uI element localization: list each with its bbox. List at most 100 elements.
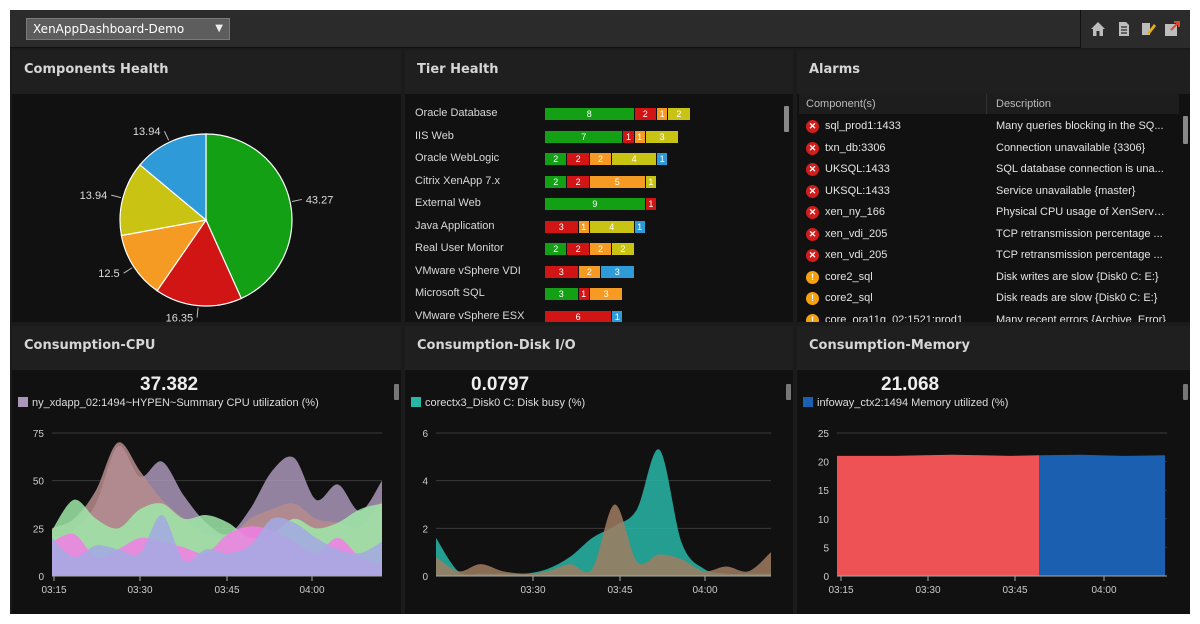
- alarm-row[interactable]: ✕ xen_vdi_205 TCP retransmission percentag…: [799, 225, 1177, 246]
- tier-label: Java Application: [415, 219, 495, 232]
- tier-bar-segment[interactable]: 1: [657, 153, 668, 165]
- pie-slice[interactable]: [119, 164, 208, 237]
- tier-bar-segment[interactable]: 2: [612, 243, 634, 255]
- alarm-component: xen_vdi_205: [825, 227, 888, 240]
- critical-icon: ✕: [806, 141, 819, 155]
- edit-icon[interactable]: [1139, 20, 1157, 38]
- area-series[interactable]: [436, 504, 771, 576]
- x-tick-label: 03:45: [1002, 585, 1027, 596]
- area-series[interactable]: [52, 514, 382, 576]
- tier-bar-segment[interactable]: 5: [589, 175, 645, 188]
- tier-bar-segment[interactable]: 3: [589, 288, 623, 300]
- tier-bar-segment[interactable]: 1: [612, 310, 623, 322]
- tier-bar-segment[interactable]: 3: [645, 130, 679, 143]
- scrollbar[interactable]: [1183, 116, 1188, 144]
- alarm-row[interactable]: ✕ xen_ny_166 Physical CPU usage of XenServ…: [799, 203, 1177, 224]
- pie-slice[interactable]: [139, 133, 207, 222]
- column-header-description[interactable]: Description: [996, 98, 1052, 110]
- tier-bar-segment[interactable]: 2: [668, 108, 690, 120]
- warning-icon: !: [806, 313, 819, 322]
- tier-bar-segment[interactable]: 4: [589, 220, 634, 233]
- y-tick-label: 0: [823, 572, 829, 583]
- chart-legend[interactable]: corectx3_Disk0 C: Disk busy (%): [411, 397, 585, 409]
- tier-bar-segment[interactable]: 2: [589, 243, 612, 255]
- tier-bar-segment[interactable]: 2: [545, 175, 567, 188]
- tier-bar-segment[interactable]: 1: [645, 175, 656, 188]
- current-value: 37.382: [140, 374, 199, 395]
- tier-bar-segment[interactable]: 2: [545, 153, 567, 165]
- alarm-row[interactable]: ✕ txn_db:3306 Connection unavailable {3306…: [799, 139, 1177, 160]
- alarm-component: UKSQL:1433: [825, 184, 890, 197]
- tier-bar-segment[interactable]: 2: [545, 243, 567, 255]
- home-icon[interactable]: [1089, 20, 1107, 38]
- alarm-row[interactable]: ! core2_sql Disk writes are slow {Disk0 C:…: [799, 268, 1177, 289]
- tier-bar-segment[interactable]: 3: [601, 265, 634, 278]
- tier-bar-segment[interactable]: 9: [545, 198, 645, 210]
- pie-leader-line: [163, 131, 170, 141]
- tier-bar-segment[interactable]: 2: [589, 153, 612, 165]
- pie-slice[interactable]: [205, 133, 293, 300]
- scrollbar[interactable]: [1183, 384, 1188, 400]
- y-tick-label: 0: [38, 572, 44, 583]
- alarm-component: core2_sql: [825, 292, 873, 304]
- cpu-panel: Consumption-CPU 37.382 ny_xdapp_02:1494~…: [12, 326, 401, 614]
- dashboard-select[interactable]: XenAppDashboard-Demo ▼: [26, 18, 230, 40]
- alarm-description: Many queries blocking in the SQ...: [996, 120, 1164, 132]
- alarm-component: txn_db:3306: [825, 141, 886, 154]
- tier-bar-segment[interactable]: 7: [545, 130, 623, 143]
- pie-leader-line: [291, 198, 302, 203]
- document-icon[interactable]: [1115, 20, 1133, 38]
- alarm-row[interactable]: ! core_ora11g_02:1521:prod1 Many recent er…: [799, 311, 1177, 322]
- panel-title: Consumption-Disk I/O: [405, 326, 793, 370]
- tier-bar-segment[interactable]: 2: [567, 175, 589, 188]
- export-icon[interactable]: [1163, 20, 1181, 38]
- tier-bar-segment[interactable]: 1: [645, 198, 656, 210]
- y-tick-label: 20: [818, 458, 830, 469]
- alarm-row[interactable]: ✕ UKSQL:1433 SQL database connection is un…: [799, 160, 1177, 181]
- tier-bar-segment[interactable]: 3: [545, 220, 578, 233]
- area-series[interactable]: [1039, 454, 1165, 576]
- pie-chart: 43.27 16.35 12.5 13.94 13.94: [80, 126, 334, 322]
- tier-bar-segment[interactable]: 2: [567, 243, 589, 255]
- pie-slice[interactable]: [120, 219, 208, 292]
- alarm-row[interactable]: ✕ xen_vdi_205 TCP retransmission percentag…: [799, 246, 1177, 267]
- alarm-row[interactable]: ✕ sql_prod1:1433 Many queries blocking in …: [799, 117, 1177, 138]
- tier-bar-segment[interactable]: 6: [545, 310, 612, 322]
- tier-label: Real User Monitor: [415, 242, 504, 254]
- y-tick-label: 2: [422, 524, 428, 535]
- legend-swatch: [18, 397, 28, 407]
- tier-bar-segment[interactable]: 1: [657, 108, 668, 120]
- pie-slice-label: 13.94: [80, 190, 108, 202]
- alarm-component: sql_prod1:1433: [825, 120, 901, 132]
- column-header-components[interactable]: Component(s): [806, 98, 876, 110]
- chart-legend[interactable]: ny_xdapp_02:1494~HYPEN~Summary CPU utili…: [18, 397, 319, 409]
- warning-icon: !: [806, 292, 819, 305]
- tier-bar-segment[interactable]: 1: [578, 288, 589, 300]
- tier-bar-segment[interactable]: 1: [623, 130, 634, 143]
- tier-bar-segment[interactable]: 1: [634, 220, 645, 233]
- tier-bar-segment[interactable]: 8: [545, 108, 634, 120]
- y-tick-label: 5: [823, 543, 829, 554]
- scrollbar[interactable]: [784, 106, 789, 132]
- tier-bar-segment[interactable]: 1: [634, 130, 645, 143]
- tier-bar-segment[interactable]: 2: [567, 153, 589, 165]
- area-series[interactable]: [837, 454, 1039, 576]
- alarm-row[interactable]: ✕ UKSQL:1433 Service unavailable {master}: [799, 182, 1177, 203]
- disk-area-chart: 0 2 4 6 03:30 03:45 04:00: [422, 429, 771, 596]
- critical-icon: ✕: [806, 120, 819, 133]
- tier-bar-segment[interactable]: 4: [612, 153, 656, 165]
- panel-title: Components Health: [12, 50, 401, 94]
- tier-bar-segment[interactable]: 2: [634, 108, 656, 120]
- alarm-description: Service unavailable {master}: [996, 184, 1136, 197]
- tier-label: VMware vSphere VDI: [415, 264, 521, 277]
- tier-bar-segment[interactable]: 3: [545, 288, 578, 300]
- scrollbar[interactable]: [394, 384, 399, 400]
- alarm-row[interactable]: ! core2_sql Disk reads are slow {Disk0 C: …: [799, 289, 1177, 310]
- chart-legend[interactable]: infoway_ctx2:1494 Memory utilized (%): [803, 397, 1008, 409]
- pie-slice[interactable]: [156, 218, 243, 307]
- tier-bar-segment[interactable]: 3: [545, 265, 578, 278]
- tier-bar-segment[interactable]: 1: [578, 220, 589, 233]
- dashboard-app: XenAppDashboard-Demo ▼ Components Health…: [10, 10, 1190, 614]
- tier-bar-segment[interactable]: 2: [578, 265, 600, 278]
- scrollbar[interactable]: [786, 384, 791, 400]
